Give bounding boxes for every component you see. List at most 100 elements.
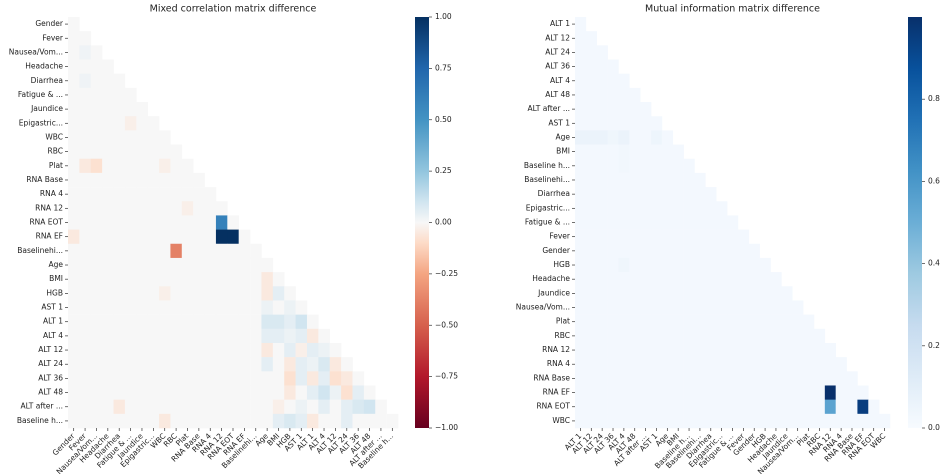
heatmap-cell xyxy=(295,300,308,315)
heatmap-cell xyxy=(759,371,771,386)
heatmap-cell xyxy=(748,342,760,358)
heatmap-cell xyxy=(124,357,137,372)
heatmap-cell xyxy=(672,243,684,259)
y-tick-label: ALT after ... xyxy=(527,104,570,113)
heatmap-cell xyxy=(124,300,137,315)
heatmap-cell xyxy=(90,286,103,301)
heatmap-cell xyxy=(79,158,92,174)
heatmap-cell xyxy=(79,130,92,145)
heatmap-cell xyxy=(618,116,630,131)
heatmap-cell xyxy=(215,286,228,301)
heatmap-cell xyxy=(629,371,641,386)
heatmap-cell xyxy=(672,172,684,188)
heatmap-cell xyxy=(770,385,782,400)
heatmap-cell xyxy=(193,399,205,415)
heatmap-cell xyxy=(238,229,251,245)
heatmap-cell xyxy=(727,215,739,230)
heatmap-cell xyxy=(68,215,80,230)
heatmap-cell xyxy=(386,413,399,429)
heatmap-cell xyxy=(585,73,598,89)
heatmap-cell xyxy=(585,158,598,174)
heatmap-cell xyxy=(661,215,674,230)
y-tick-label: Epigastric... xyxy=(526,203,570,212)
heatmap-cell xyxy=(79,413,92,429)
heatmap-cell xyxy=(640,215,652,230)
heatmap-cell xyxy=(585,87,598,103)
heatmap-cell xyxy=(227,229,239,245)
heatmap-cell xyxy=(629,328,641,344)
heatmap-cell xyxy=(596,328,608,344)
heatmap-cell xyxy=(68,201,80,216)
heatmap-cell xyxy=(737,399,750,415)
heatmap-cell xyxy=(824,413,836,429)
heatmap-cell xyxy=(716,272,728,287)
heatmap-cell xyxy=(585,413,598,429)
heatmap-cell xyxy=(607,59,619,74)
heatmap-cell xyxy=(193,342,205,358)
y-tick-label: ALT 48 xyxy=(38,388,63,397)
heatmap-cell xyxy=(90,342,103,358)
heatmap-cell xyxy=(159,257,171,273)
heatmap-cell xyxy=(640,201,652,216)
heatmap-cell xyxy=(193,272,205,287)
heatmap-cell xyxy=(651,357,663,372)
heatmap-cell xyxy=(759,272,771,287)
colorbar-tick-label: 0.8 xyxy=(928,94,940,103)
y-tick-label: RNA 12 xyxy=(35,203,63,212)
heatmap-cell xyxy=(227,300,239,315)
heatmap-cell xyxy=(329,357,342,372)
heatmap-cell xyxy=(824,385,836,400)
heatmap-cell xyxy=(672,342,684,358)
heatmap-cell xyxy=(102,172,114,188)
heatmap-cell xyxy=(113,144,126,160)
heatmap-cell xyxy=(136,328,148,344)
heatmap-cell xyxy=(68,158,80,174)
y-tick-label: Headache xyxy=(532,274,570,283)
y-tick-label: RNA Base xyxy=(26,175,63,184)
heatmap-cell xyxy=(284,399,296,415)
y-tick-label: ALT 48 xyxy=(545,90,570,99)
y-tick-label: Baseline h... xyxy=(524,161,570,170)
heatmap-cell xyxy=(835,385,847,400)
heatmap-cell xyxy=(618,272,630,287)
y-tick-label: BMI xyxy=(556,147,570,156)
heatmap-cell xyxy=(824,371,836,386)
heatmap-cell xyxy=(238,328,251,344)
heatmap-cell xyxy=(618,399,630,415)
heatmap-cell xyxy=(215,385,228,400)
heatmap-cell xyxy=(215,413,228,429)
heatmap-cell xyxy=(170,371,183,386)
heatmap-cell xyxy=(629,172,641,188)
heatmap-cell xyxy=(90,257,103,273)
heatmap-cell xyxy=(672,229,684,245)
heatmap-cell xyxy=(629,399,641,415)
heatmap-cell xyxy=(250,371,262,386)
heatmap-cell xyxy=(170,342,183,358)
heatmap-cell xyxy=(640,328,652,344)
heatmap-cell xyxy=(683,328,695,344)
heatmap-cell xyxy=(618,102,630,117)
heatmap-cell xyxy=(227,371,239,386)
heatmap-cell xyxy=(79,399,92,415)
heatmap-cell xyxy=(575,300,587,315)
y-tick-label: Baselinehi... xyxy=(524,175,570,184)
heatmap-cell xyxy=(683,272,695,287)
heatmap-cell xyxy=(159,158,171,174)
heatmap-cell xyxy=(113,385,126,400)
heatmap-cell xyxy=(284,342,296,358)
heatmap-cell xyxy=(102,413,114,429)
y-tick-label: Diarrhea xyxy=(31,76,63,85)
heatmap-cell xyxy=(113,172,126,188)
heatmap-cell xyxy=(770,342,782,358)
heatmap-cell xyxy=(770,314,782,330)
heatmap-cell xyxy=(181,300,194,315)
heatmap-cell xyxy=(879,413,891,429)
heatmap-cell xyxy=(102,300,114,315)
heatmap-cell xyxy=(575,130,587,145)
heatmap-cell xyxy=(607,130,619,145)
heatmap-cell xyxy=(640,130,652,145)
heatmap-cell xyxy=(629,158,641,174)
heatmap-cell xyxy=(607,144,619,160)
heatmap-cell xyxy=(147,229,160,245)
heatmap-cell xyxy=(193,286,205,301)
